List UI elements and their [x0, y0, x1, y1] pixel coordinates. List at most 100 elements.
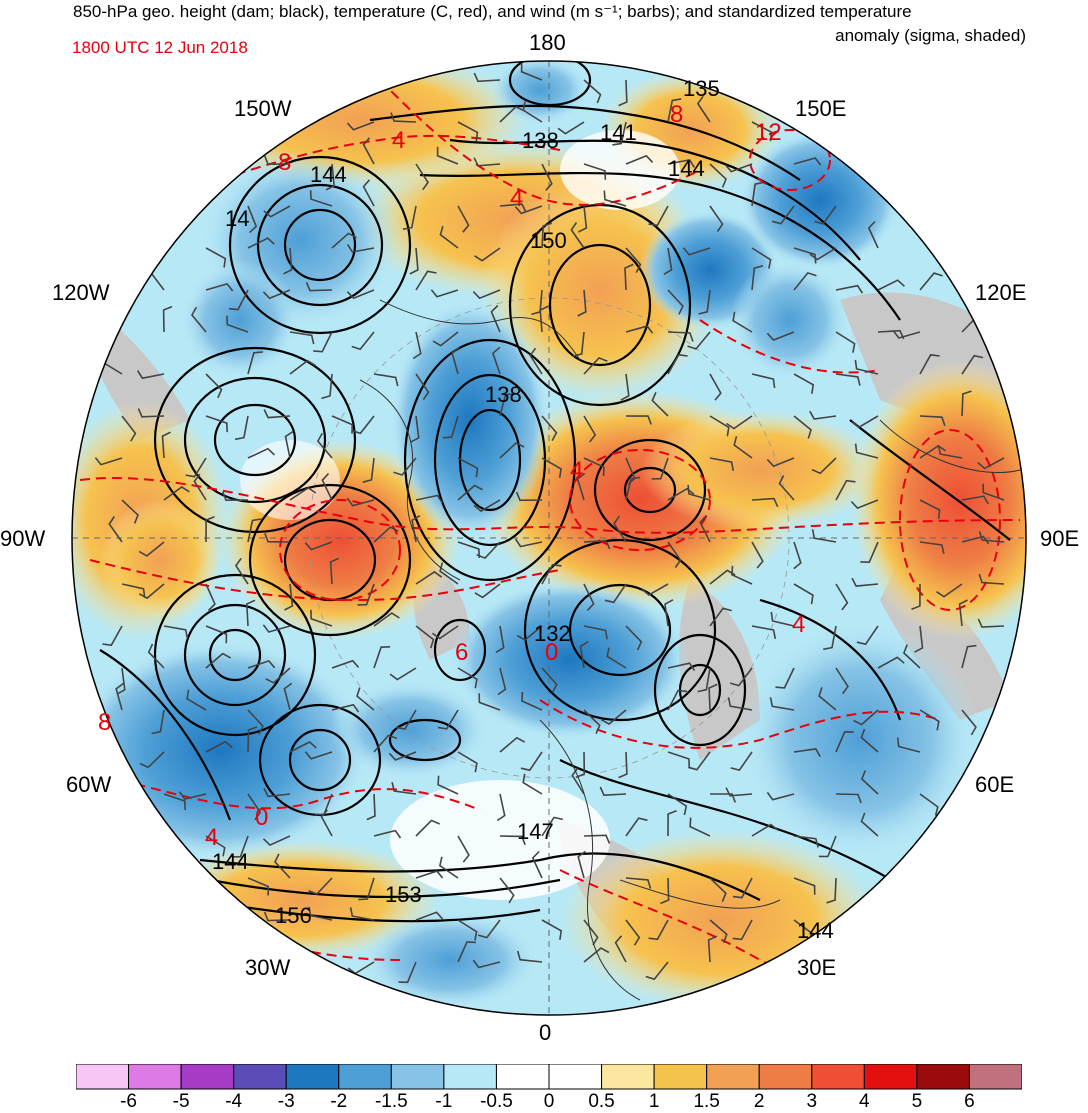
wind-barb [612, 121, 627, 146]
wind-barb [521, 691, 543, 711]
wind-barb [751, 121, 773, 142]
wind-barb [457, 751, 478, 773]
wind-barb [163, 625, 189, 639]
wind-barb [320, 809, 333, 837]
wind-barb [415, 163, 429, 191]
wind-barb [641, 583, 669, 596]
wind-barb [557, 121, 585, 135]
wind-barb [978, 531, 1005, 543]
wind-barb [520, 751, 543, 772]
wind-barb [731, 565, 753, 585]
height-label: 141 [600, 120, 637, 145]
wind-barb [826, 877, 837, 904]
wind-barb [351, 415, 375, 435]
wind-barb [583, 539, 611, 550]
wind-barb [358, 877, 375, 901]
wind-barb [835, 667, 849, 695]
wind-barb [961, 644, 977, 669]
wind-barb [687, 751, 711, 771]
wind-barb [854, 359, 879, 375]
wind-barb [473, 157, 501, 167]
wind-barb [811, 457, 837, 475]
wind-barb [709, 163, 727, 188]
wind-barb [226, 315, 249, 333]
wind-barb [896, 737, 921, 753]
wind-barb [835, 373, 861, 386]
wind-barb [163, 793, 186, 811]
wind-barb [231, 835, 249, 858]
colorbar-tick-label: 0 [543, 1091, 555, 1112]
wind-barb [583, 79, 602, 104]
wind-barb [689, 817, 711, 837]
wind-barb [309, 190, 333, 207]
wind-barb [490, 304, 501, 333]
wind-barb [877, 279, 905, 291]
lon-label-30e: 30E [797, 955, 837, 980]
wind-barb [499, 392, 515, 417]
lon-label-150w: 150W [234, 96, 292, 121]
wind-barb [625, 415, 652, 425]
wind-barb [262, 289, 291, 300]
wind-barb [651, 391, 669, 417]
height-label: 150 [530, 228, 567, 253]
wind-barb [516, 625, 543, 641]
wind-barb [771, 205, 795, 225]
wind-barb [121, 415, 137, 442]
wind-barb [835, 793, 862, 804]
wind-barb [575, 751, 586, 779]
wind-barb [809, 410, 837, 420]
wind-barb [709, 877, 727, 902]
wind-barb [793, 748, 821, 758]
colorbar-tick-label: -3 [277, 1091, 295, 1112]
colorbar-swatch [76, 1064, 130, 1090]
wind-barb [373, 646, 391, 669]
wind-barb [793, 835, 819, 848]
wind-barb [751, 823, 779, 837]
wind-barb [115, 682, 124, 711]
wind-barb [919, 499, 941, 520]
wind-barb [331, 703, 360, 713]
wind-barb [263, 205, 291, 218]
wind-barb [205, 373, 223, 399]
wind-barb [982, 483, 1005, 501]
wind-barb [432, 331, 459, 347]
height-labels: 135 138 141 144 144 14 150 138 132 147 1… [212, 76, 834, 943]
height-label: 156 [275, 903, 312, 928]
wind-barb [724, 163, 753, 173]
wind-barb [571, 767, 585, 795]
wind-barb [186, 689, 207, 711]
height-label: 135 [683, 76, 720, 101]
wind-barb [499, 835, 526, 846]
wind-barb [958, 599, 968, 627]
wind-barb [205, 583, 216, 612]
height-label: 144 [668, 156, 705, 181]
height-label: 144 [310, 162, 347, 187]
height-label: 138 [485, 382, 522, 407]
height-label: 138 [522, 128, 559, 153]
wind-barb [709, 415, 730, 437]
wind-barb [388, 751, 417, 761]
wind-barb [860, 541, 879, 564]
wind-barb [473, 499, 501, 513]
colorbar-tick-label: -0.5 [480, 1091, 513, 1112]
wind-barb [708, 683, 718, 711]
colorbar-swatch [811, 1064, 865, 1090]
temperature-label: 0 [545, 639, 558, 666]
wind-barb [472, 289, 501, 300]
wind-barb [499, 877, 515, 904]
wind-barb [402, 205, 417, 230]
wind-barb [389, 667, 417, 681]
height-label: 144 [797, 918, 834, 943]
map-title-continued: anomaly (sigma, shaded) [835, 26, 1026, 45]
wind-barb [539, 305, 549, 333]
wind-barb [373, 734, 398, 753]
wind-barb [618, 751, 628, 779]
wind-barb [247, 237, 275, 249]
wind-barb [331, 659, 360, 669]
wind-barb [732, 877, 753, 899]
wind-barb [919, 541, 945, 554]
wind-barb [308, 906, 333, 921]
wind-barb [977, 457, 1005, 470]
wind-barb [229, 289, 249, 311]
wind-barb [442, 415, 459, 439]
